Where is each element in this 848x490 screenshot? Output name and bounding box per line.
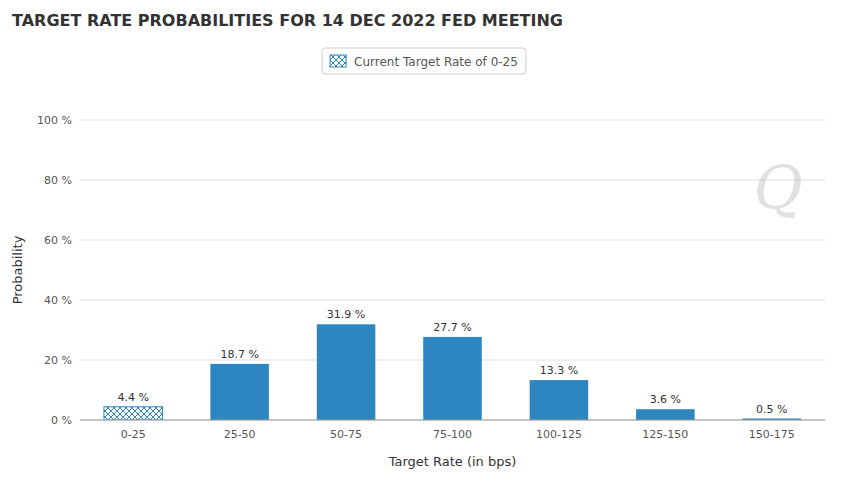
x-axis-line [80, 420, 825, 421]
x-axis: 0-25 25-50 50-75 75-100 100-125 125-150 150-17… [80, 420, 825, 441]
y-tick-label: 20 % [44, 354, 72, 367]
legend: Current Target Rate of 0-25 [322, 48, 526, 74]
chart-container: TARGET RATE PROBABILITIES FOR 14 DEC 202… [0, 0, 848, 490]
bars [104, 324, 801, 420]
x-axis-label: Target Rate (in bps) [388, 454, 517, 469]
bar [104, 407, 163, 420]
grid-line [80, 240, 825, 241]
watermark: Q [753, 153, 802, 223]
data-label: 13.3 % [540, 364, 578, 377]
data-label: 27.7 % [433, 321, 471, 334]
grid-line [80, 120, 825, 121]
data-label: 0.5 % [756, 403, 787, 416]
bar [530, 380, 589, 420]
x-tick-label: 0-25 [121, 428, 146, 441]
x-tick-label: 50-75 [330, 428, 362, 441]
data-labels: 4.4 % 18.7 % 31.9 % 27.7 % 13.3 % 3.6 % 0.5 % [117, 308, 787, 415]
grid-line [80, 180, 825, 181]
x-tick-label: 125-150 [642, 428, 688, 441]
data-label: 18.7 % [220, 348, 258, 361]
grid-line [80, 300, 825, 301]
legend-swatch [330, 55, 346, 67]
y-tick-label: 0 % [51, 414, 72, 427]
data-label: 31.9 % [327, 308, 365, 321]
data-label: 4.4 % [117, 391, 148, 404]
legend-label: Current Target Rate of 0-25 [354, 55, 518, 69]
y-tick-label: 60 % [44, 234, 72, 247]
y-axis-label: Probability [10, 235, 25, 304]
bar [317, 324, 376, 420]
x-tick-label: 150-175 [749, 428, 795, 441]
legend-frame [322, 48, 526, 74]
bar [423, 337, 482, 420]
y-tick-label: 80 % [44, 174, 72, 187]
data-label: 3.6 % [650, 393, 681, 406]
x-tick-label: 75-100 [433, 428, 472, 441]
bar [210, 364, 269, 420]
title: TARGET RATE PROBABILITIES FOR 14 DEC 202… [12, 11, 563, 30]
y-tick-label: 40 % [44, 294, 72, 307]
x-tick-label: 25-50 [224, 428, 256, 441]
bar [636, 409, 695, 420]
y-axis: 0 % 20 % 40 % 60 % 80 % 100 % [37, 114, 825, 427]
y-tick-label: 100 % [37, 114, 72, 127]
x-tick-label: 100-125 [536, 428, 582, 441]
grid-line [80, 420, 825, 421]
chart: TARGET RATE PROBABILITIES FOR 14 DEC 202… [0, 0, 848, 490]
